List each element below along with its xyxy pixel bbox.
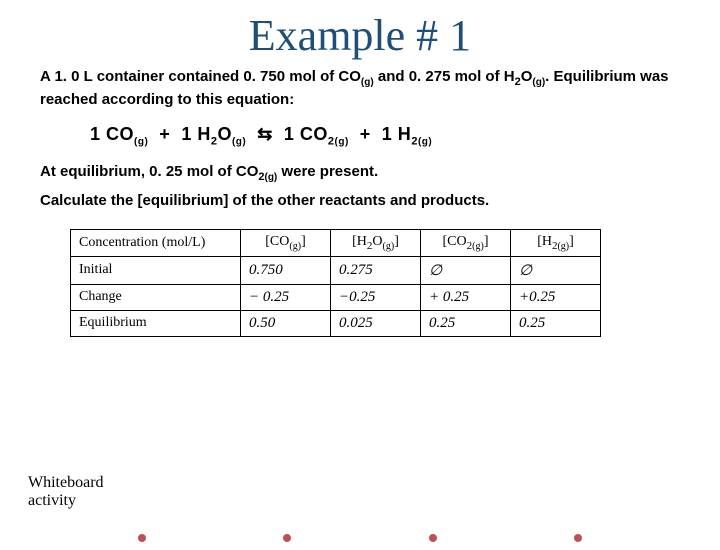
cell: +0.25 — [511, 284, 601, 310]
header-co: [CO(g)] — [241, 229, 331, 256]
ice-table: Concentration (mol/L) [CO(g)] [H2O(g)] [… — [70, 229, 601, 337]
intro-paragraph: A 1. 0 L container contained 0. 750 mol … — [40, 67, 680, 110]
cell: − 0.25 — [241, 284, 331, 310]
slide-dot-icon — [574, 534, 582, 542]
question-prompt: Calculate the [equilibrium] of the other… — [40, 191, 680, 211]
slide-dot-icon — [138, 534, 146, 542]
table-header-row: Concentration (mol/L) [CO(g)] [H2O(g)] [… — [71, 229, 601, 256]
row-label-initial: Initial — [71, 256, 241, 284]
slide-dot-icon — [283, 534, 291, 542]
cell: 0.025 — [331, 310, 421, 336]
cell: ∅ — [421, 256, 511, 284]
row-label-equilibrium: Equilibrium — [71, 310, 241, 336]
footnote-label: Whiteboard activity — [28, 474, 104, 510]
table-row: Change − 0.25 −0.25 + 0.25 +0.25 — [71, 284, 601, 310]
cell: 0.25 — [511, 310, 601, 336]
chemical-equation: 1 CO(g) + 1 H2O(g) ⇆ 1 CO2(g) + 1 H2(g) — [90, 124, 680, 148]
cell: + 0.25 — [421, 284, 511, 310]
table-row: Initial 0.750 0.275 ∅ ∅ — [71, 256, 601, 284]
cell: ∅ — [511, 256, 601, 284]
cell: 0.750 — [241, 256, 331, 284]
row-label-change: Change — [71, 284, 241, 310]
equilibrium-statement: At equilibrium, 0. 25 mol of CO2(g) were… — [40, 162, 680, 185]
cell: −0.25 — [331, 284, 421, 310]
cell: 0.25 — [421, 310, 511, 336]
header-conc: Concentration (mol/L) — [71, 229, 241, 256]
table-row: Equilibrium 0.50 0.025 0.25 0.25 — [71, 310, 601, 336]
content-area: A 1. 0 L container contained 0. 750 mol … — [0, 67, 720, 337]
cell: 0.50 — [241, 310, 331, 336]
cell: 0.275 — [331, 256, 421, 284]
slide-indicator-row — [0, 534, 720, 542]
page-title: Example # 1 — [0, 10, 720, 61]
header-h2o: [H2O(g)] — [331, 229, 421, 256]
slide-dot-icon — [429, 534, 437, 542]
header-co2: [CO2(g)] — [421, 229, 511, 256]
header-h2: [H2(g)] — [511, 229, 601, 256]
